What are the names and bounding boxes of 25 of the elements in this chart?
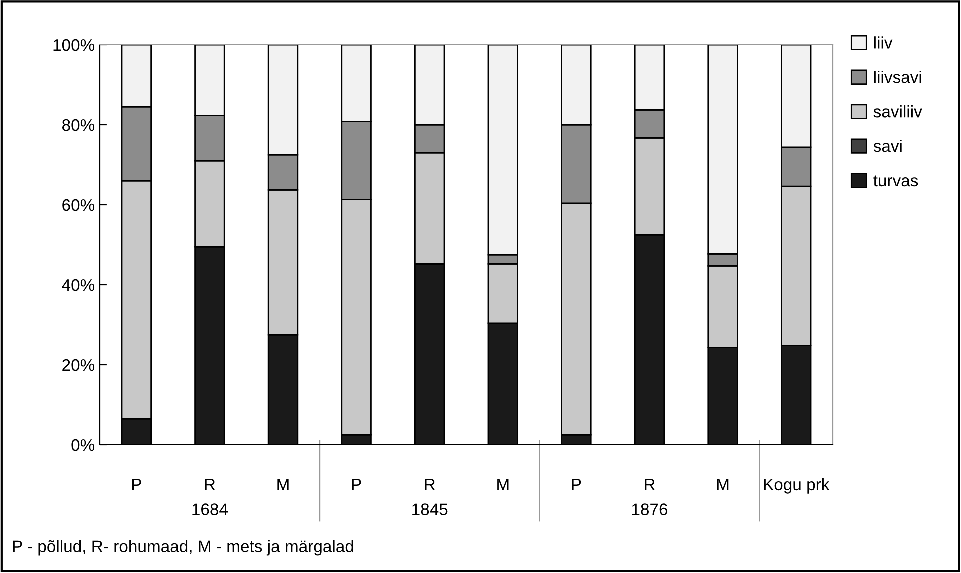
x-tick-label: R xyxy=(645,478,655,490)
x-tick-label: M xyxy=(498,478,509,490)
text: P - põllud, R- rohumaad, M - mets ja märgalad xyxy=(13,540,354,556)
y-tick-label: 0% xyxy=(72,439,95,452)
legend-label: savi xyxy=(874,140,902,152)
x-tick-label: P xyxy=(352,478,362,490)
y-tick-label: 20% xyxy=(62,359,95,372)
y-tick-label: 80% xyxy=(62,119,95,132)
legend-label: liiv xyxy=(874,36,893,49)
y-tick-label: 100% xyxy=(54,39,95,52)
x-tick-label: Kogu prk xyxy=(764,478,830,494)
text: 1845 xyxy=(412,504,448,516)
x-tick-label: P xyxy=(572,478,582,490)
y-tick-label: 40% xyxy=(62,279,95,292)
y-tick-label: 60% xyxy=(62,199,95,212)
text: 1876 xyxy=(632,504,668,516)
x-tick-label: R xyxy=(205,478,216,490)
legend-label: saviliiv xyxy=(874,106,922,118)
legend-label: liivsavi xyxy=(874,71,922,84)
text: 1684 xyxy=(192,504,228,516)
x-tick-label: R xyxy=(425,478,436,490)
x-tick-label: P xyxy=(132,478,142,490)
x-tick-label: M xyxy=(278,478,289,490)
legend-label: turvas xyxy=(874,176,918,187)
x-tick-label: M xyxy=(717,478,729,490)
